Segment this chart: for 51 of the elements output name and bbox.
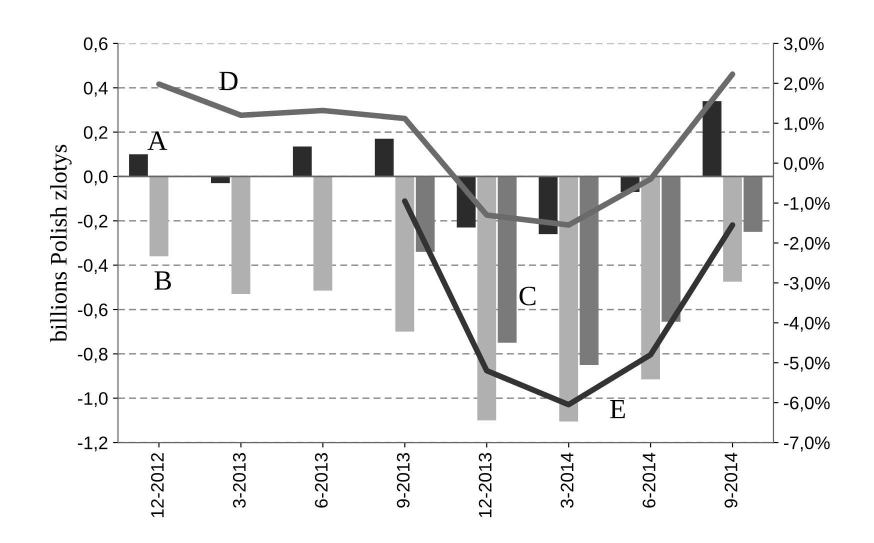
bar	[129, 154, 148, 176]
series-label: C	[520, 286, 536, 306]
y-tick-label: -0,2	[78, 214, 108, 230]
bar	[580, 176, 599, 365]
series-label: A	[148, 132, 168, 150]
bar	[498, 176, 517, 343]
x-tick-label: 3-2014	[560, 452, 574, 508]
y2-tick-label: 0,0%	[784, 157, 824, 172]
y2-tick-label: -7,0%	[784, 436, 830, 452]
y-tick-label: -0,6	[78, 303, 108, 318]
bar	[313, 176, 332, 291]
x-tick-label: 6-2014	[642, 452, 656, 508]
bar	[150, 176, 168, 256]
y2-tick-label: -6,0%	[784, 396, 830, 412]
bar	[744, 176, 762, 232]
y2-tick-label: -5,0%	[784, 356, 830, 372]
bar	[477, 176, 496, 420]
bar	[662, 176, 680, 322]
bar	[559, 176, 578, 422]
y-axis-title: billions Polish zlotys	[50, 144, 72, 342]
y-tick-label: -0,8	[78, 348, 108, 363]
y-tick-label: 0,4	[84, 82, 108, 97]
y-tick-label: 0,2	[84, 126, 108, 141]
y2-tick-label: -2,0%	[784, 236, 830, 252]
bar	[641, 176, 660, 380]
y-tick-label: 0,0	[84, 170, 108, 186]
x-tick-label: 6-2013	[314, 453, 328, 508]
y-tick-label: -1,2	[78, 436, 108, 452]
series-label: E	[610, 400, 625, 418]
y-tick-label: 0,6	[84, 37, 108, 52]
x-tick-label: 12-2012	[151, 453, 164, 518]
y2-tick-label: -1,0%	[784, 197, 830, 212]
bar	[395, 176, 414, 332]
x-tick-label: 9-2013	[396, 453, 410, 508]
bar	[231, 176, 250, 294]
bar	[374, 138, 394, 176]
y2-tick-label: 2,0%	[784, 77, 824, 92]
series-label: B	[154, 271, 171, 290]
bar	[723, 176, 742, 282]
bar	[702, 101, 722, 176]
y-tick-label: -0,4	[78, 259, 108, 274]
y2-tick-label: 1,0%	[784, 117, 824, 132]
y2-tick-label: -3,0%	[784, 276, 830, 292]
bar	[292, 146, 312, 176]
x-tick-label: 3-2013	[232, 453, 246, 508]
series-label: D	[219, 72, 238, 90]
y2-tick-label: 3,0%	[784, 37, 824, 52]
x-tick-label: 9-2014	[724, 452, 738, 508]
x-tick-label: 12-2013	[478, 453, 492, 518]
y-tick-label: -1,0	[78, 392, 108, 408]
y2-tick-label: -4,0%	[784, 316, 830, 332]
